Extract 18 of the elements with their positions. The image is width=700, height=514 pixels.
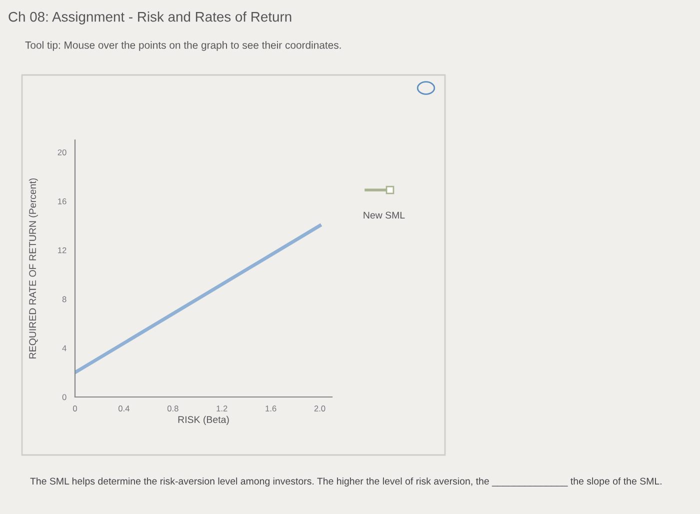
chart-title: Ch 08: Assignment - Risk and Rates of Return	[8, 12, 292, 24]
y-tick-label: 16	[58, 198, 66, 204]
text: The SML helps determine the risk-aversion level among investors. The higher the level of risk aversion, the ______________ the slope of the SML.	[30, 477, 662, 487]
y-axis-title: REQUIRED RATE OF RETURN (Percent)	[28, 178, 38, 358]
x-axis-title: RISK (Beta)	[178, 416, 229, 425]
x-tick-label: 1.2	[216, 406, 228, 412]
x-tick-label: 2.0	[314, 406, 326, 412]
y-tick-label: 0	[62, 394, 66, 400]
y-tick-label: 4	[62, 345, 66, 352]
text: New SML	[364, 212, 405, 219]
x-tick-label: 0.8	[167, 406, 178, 412]
x-tick-label: 0.4	[118, 406, 130, 412]
chart-subtitle: Tool tip: Mouse over the points on the graph to see their coordinates.	[25, 41, 341, 51]
y-tick-label: 20	[58, 149, 66, 156]
x-tick-label: 1.6	[266, 406, 276, 412]
y-tick-label: 8	[62, 296, 66, 302]
y-tick-label: 12	[58, 247, 66, 254]
x-tick-label: 0	[73, 406, 77, 412]
